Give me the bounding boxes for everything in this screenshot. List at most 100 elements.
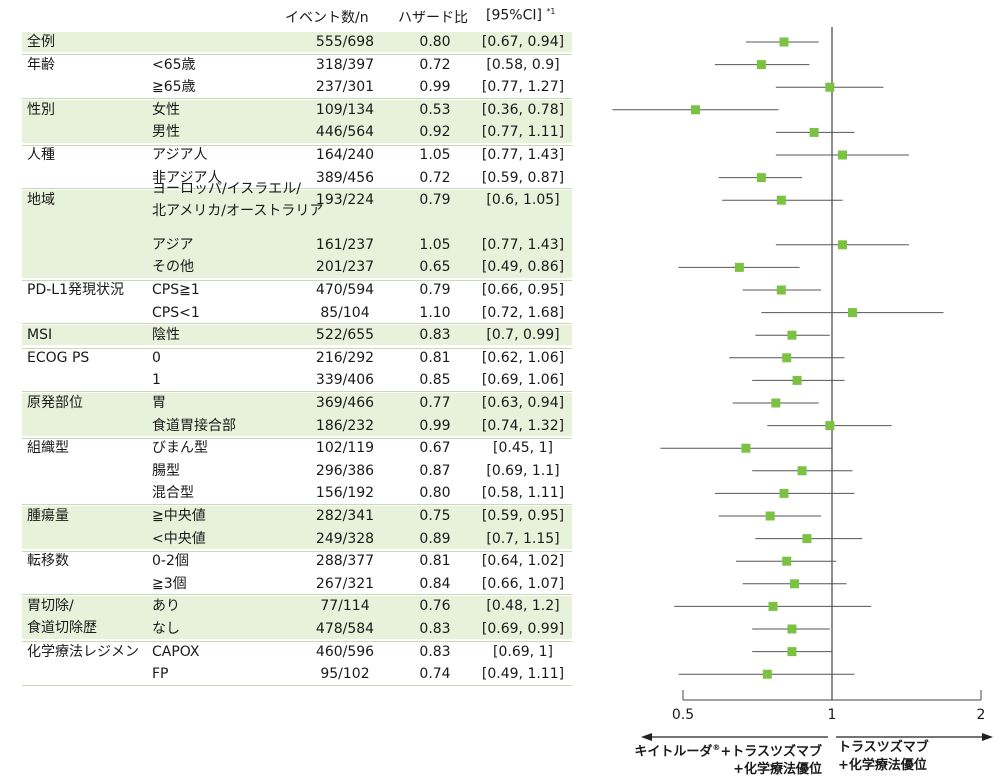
favors-left-line1: キイトルーダ (634, 744, 713, 760)
group-label: 年齢 (27, 56, 55, 73)
subgroup-label: 0-2個 (152, 553, 189, 570)
subgroup-label: 女性 (152, 101, 180, 118)
hazard-ratio-value: 0.83 (419, 621, 451, 637)
group-label: ECOG PS (27, 349, 90, 366)
subgroup-label: 陰性 (152, 327, 180, 344)
events-value: 555/698 (315, 34, 375, 50)
hr-marker (797, 466, 807, 476)
hazard-ratio-value: 0.76 (419, 598, 451, 615)
group-separator (22, 187, 572, 189)
events-value: 193/224 (315, 192, 375, 209)
subgroup-label: 1 (152, 372, 161, 389)
hr-marker (825, 82, 835, 92)
hazard-ratio-value: 0.89 (419, 530, 451, 547)
group-label: 転移数 (27, 553, 69, 570)
subgroup-label: CPS<1 (152, 304, 200, 321)
ci-value: [0.59, 0.87] (481, 169, 565, 186)
hazard-ratio-value: 0.83 (419, 327, 451, 344)
subgroup-label: あり (152, 598, 180, 615)
header-hazard-ratio: ハザード比 (398, 10, 468, 26)
subgroup-label: 非アジア人 (152, 169, 222, 186)
hazard-ratio-value: 0.75 (419, 508, 451, 524)
group-label: 人種 (27, 147, 55, 163)
header-ci: [95%CI] *1 (486, 7, 556, 24)
subgroup-label: 混合型 (152, 485, 194, 502)
hr-marker (765, 511, 775, 521)
events-value: 478/584 (315, 621, 375, 637)
favors-left-label: キイトルーダ®+トラスツズマブ +化学療法優位 (634, 739, 822, 779)
events-value: 470/594 (315, 282, 375, 298)
hr-marker (825, 421, 835, 431)
subgroup-label: CAPOX (152, 643, 200, 660)
group-separator (22, 594, 572, 596)
hazard-ratio-value: 0.84 (419, 575, 451, 592)
hazard-ratio-value: 0.83 (419, 643, 451, 660)
events-value: 85/104 (320, 304, 370, 321)
hr-marker (768, 601, 778, 611)
hazard-ratio-value: 0.67 (419, 440, 451, 457)
favors-left-line2: +化学療法優位 (733, 762, 822, 778)
ci-value: [0.69, 0.99] (481, 621, 565, 637)
subgroup-label: ≧65歳 (152, 79, 196, 96)
ci-value: [0.48, 1.2] (486, 598, 560, 615)
hazard-ratio-value: 1.05 (419, 236, 451, 253)
ci-value: [0.69, 1] (493, 643, 553, 660)
hr-marker (792, 375, 802, 385)
hazard-ratio-value: 0.81 (419, 349, 451, 366)
hazard-ratio-value: 0.81 (419, 553, 451, 570)
ci-value: [0.66, 1.07] (481, 575, 565, 592)
hazard-ratio-value: 0.72 (419, 56, 451, 73)
hr-marker (787, 647, 797, 657)
subgroup-label: <中央値 (152, 530, 206, 547)
events-value: 102/119 (315, 440, 375, 457)
favors-right-label: トラスツズマブ +化学療法優位 (838, 739, 929, 775)
hr-marker (847, 308, 857, 318)
subgroup-label: CPS≧1 (152, 282, 200, 298)
hr-marker (787, 624, 797, 634)
hr-marker (691, 105, 701, 115)
subgroup-label: 北アメリカ/オーストラリア (152, 203, 324, 220)
group-label: 化学療法レジメン (27, 643, 139, 660)
hr-marker (837, 240, 847, 250)
subgroup-label: ≧中央値 (152, 508, 206, 524)
events-value: 339/406 (315, 372, 375, 389)
group-separator (22, 684, 572, 686)
ci-value: [0.77, 1.11] (481, 124, 565, 141)
hr-marker (782, 556, 792, 566)
favors-right-line1: トラスツズマブ (838, 740, 929, 755)
events-value: 95/102 (320, 666, 370, 683)
hr-marker (779, 488, 789, 498)
group-label: MSI (27, 327, 53, 344)
group-separator (22, 97, 572, 99)
group-separator (22, 279, 572, 281)
events-value: 267/321 (315, 575, 375, 592)
group-label: PD-L1発現状況 (27, 282, 124, 298)
hazard-ratio-value: 0.85 (419, 372, 451, 389)
hr-marker (809, 127, 819, 137)
hazard-ratio-value: 0.80 (419, 485, 451, 502)
header-ci-note: *1 (546, 7, 556, 16)
group-label: 組織型 (27, 440, 69, 457)
subgroup-label: ≧3個 (152, 575, 187, 592)
hazard-ratio-value: 0.65 (419, 259, 451, 276)
ci-value: [0.62, 1.06] (481, 349, 565, 366)
ci-value: [0.49, 0.86] (481, 259, 565, 276)
events-value: 237/301 (315, 79, 375, 96)
group-band (22, 189, 572, 278)
events-value: 164/240 (315, 147, 375, 163)
hr-marker (776, 285, 786, 295)
ci-value: [0.77, 1.43] (481, 236, 565, 253)
group-separator (22, 322, 572, 324)
events-value: 522/655 (315, 327, 375, 344)
hr-marker (741, 443, 751, 453)
group-separator (22, 54, 572, 56)
subgroup-label: ヨーロッパ/イスラエル/ (152, 181, 302, 198)
hazard-ratio-value: 0.79 (419, 192, 451, 209)
ci-value: [0.58, 1.11] (481, 485, 565, 502)
group-label: 地域 (27, 192, 55, 209)
hazard-ratio-value: 0.74 (419, 666, 451, 683)
group-band (22, 505, 572, 549)
ci-value: [0.36, 0.78] (481, 101, 565, 118)
subgroup-label: なし (152, 621, 180, 637)
hazard-ratio-value: 0.87 (419, 462, 451, 479)
